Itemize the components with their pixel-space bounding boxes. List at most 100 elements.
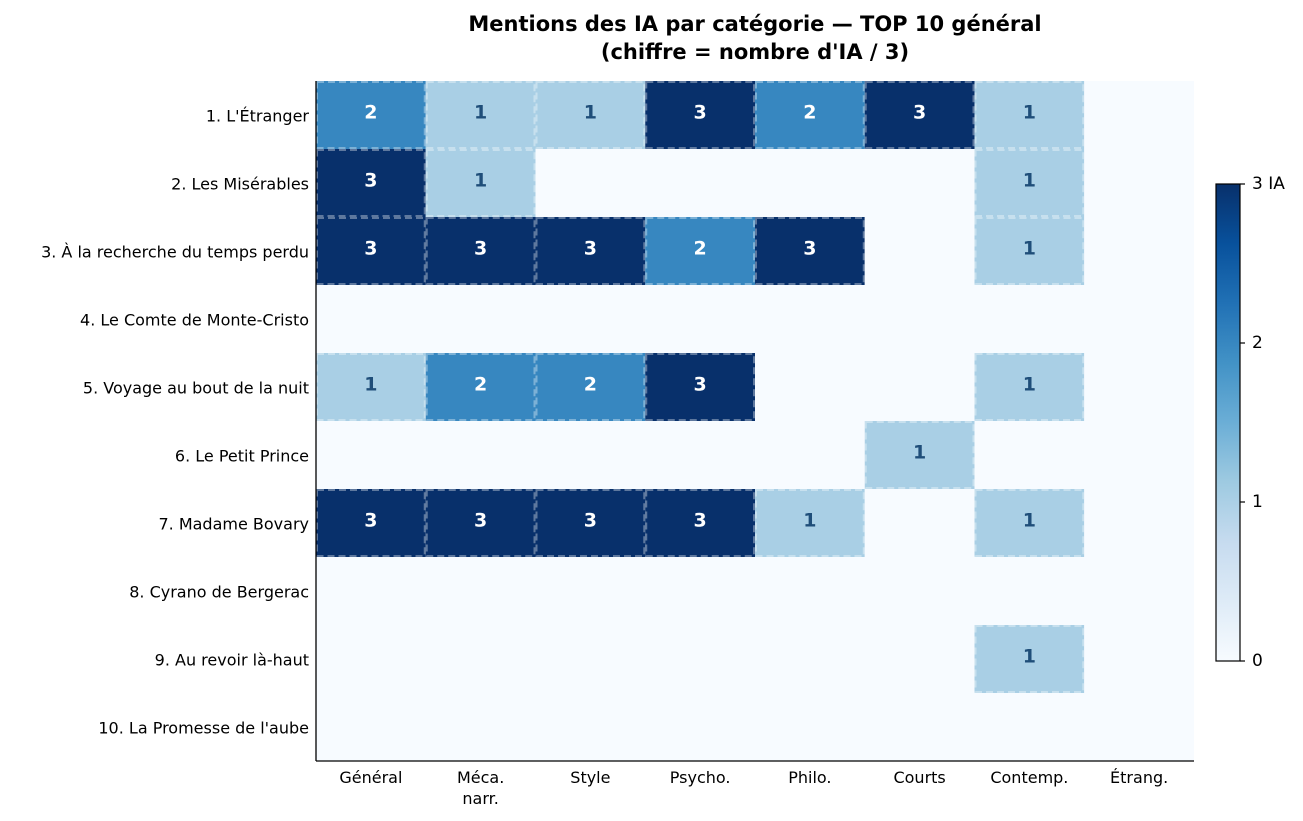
heatmap-cell <box>425 421 536 489</box>
heatmap-cell <box>316 557 426 625</box>
column-label: Méca. <box>457 768 504 787</box>
cell-value-label: 1 <box>1023 102 1036 124</box>
cell-value-label: 1 <box>584 102 597 124</box>
chart-title: Mentions des IA par catégorie — TOP 10 g… <box>468 12 1042 36</box>
heatmap-cell-border <box>425 149 536 217</box>
row-label: 1. L'Étranger <box>206 107 310 126</box>
heatmap-cell <box>316 693 426 761</box>
cell-value-label: 3 <box>364 238 377 260</box>
heatmap-cell-border <box>535 489 646 557</box>
row-label: 9. Au revoir là-haut <box>155 651 309 670</box>
cell-value-label: 2 <box>584 374 597 396</box>
heatmap-cell <box>645 353 755 421</box>
heatmap-cell-border <box>645 353 755 421</box>
heatmap-cell <box>755 353 865 421</box>
column-label: Contemp. <box>990 768 1068 787</box>
row-label: 2. Les Misérables <box>171 175 309 194</box>
heatmap-cell <box>864 625 975 693</box>
cell-value-label: 3 <box>474 238 487 260</box>
heatmap-cell-border <box>755 217 865 285</box>
heatmap-cell <box>1084 285 1194 353</box>
heatmap-cell <box>1084 421 1194 489</box>
colorbar-tick-label: 2 <box>1252 333 1263 353</box>
heatmap-cell-border <box>755 489 865 557</box>
row-label: 8. Cyrano de Bergerac <box>129 583 309 602</box>
heatmap-cell-border <box>316 489 426 557</box>
heatmap-cell <box>316 217 426 285</box>
cell-value-label: 2 <box>474 374 487 396</box>
heatmap-cell <box>645 217 755 285</box>
heatmap-cell <box>974 557 1085 625</box>
cell-value-label: 2 <box>694 238 707 260</box>
column-label: narr. <box>462 789 498 808</box>
heatmap-cell <box>316 81 426 149</box>
row-label: 4. Le Comte de Monte-Cristo <box>80 311 309 330</box>
cell-value-label: 1 <box>1023 510 1036 532</box>
heatmap-cell-border <box>974 625 1085 693</box>
cell-value-label: 1 <box>803 510 816 532</box>
cell-value-label: 3 <box>913 102 926 124</box>
heatmap-cell <box>864 81 975 149</box>
heatmap-cell <box>974 285 1085 353</box>
row-label: 3. À la recherche du temps perdu <box>41 243 309 262</box>
cell-value-label: 3 <box>803 238 816 260</box>
heatmap-cell <box>1084 625 1194 693</box>
heatmap-cell <box>864 693 975 761</box>
heatmap-cell <box>864 557 975 625</box>
colorbar-tick-label: 1 <box>1252 492 1263 512</box>
heatmap-cell-border <box>425 353 536 421</box>
heatmap-cell <box>974 693 1085 761</box>
row-label: 5. Voyage au bout de la nuit <box>83 379 309 398</box>
cell-value-label: 2 <box>364 102 377 124</box>
cell-value-label: 3 <box>364 170 377 192</box>
heatmap-cell <box>425 489 536 557</box>
cell-value-label: 1 <box>1023 374 1036 396</box>
chart-subtitle: (chiffre = nombre d'IA / 3) <box>600 40 910 64</box>
heatmap-cell <box>755 217 865 285</box>
heatmap-cell-border <box>316 149 426 217</box>
heatmap-cell <box>755 149 865 217</box>
cell-value-label: 3 <box>694 374 707 396</box>
heatmap-cell <box>1084 557 1194 625</box>
heatmap-cell <box>864 353 975 421</box>
heatmap-cell <box>645 489 755 557</box>
heatmap-cell <box>425 217 536 285</box>
cell-value-label: 1 <box>364 374 377 396</box>
heatmap-cell-border <box>535 353 646 421</box>
heatmap-cell-border <box>645 489 755 557</box>
heatmap-cell <box>864 285 975 353</box>
column-label: Général <box>339 768 402 787</box>
heatmap-cell <box>535 81 646 149</box>
row-label: 7. Madame Bovary <box>158 515 309 534</box>
cell-value-label: 1 <box>1023 170 1036 192</box>
cell-value-label: 1 <box>1023 646 1036 668</box>
heatmap-cell <box>864 489 975 557</box>
heatmap-cell <box>755 625 865 693</box>
cell-value-label: 3 <box>584 238 597 260</box>
cell-value-label: 1 <box>474 170 487 192</box>
cell-value-label: 3 <box>694 102 707 124</box>
heatmap-cell <box>425 353 536 421</box>
heatmap-cell <box>974 625 1085 693</box>
heatmap-cell-border <box>425 217 536 285</box>
heatmap-cell <box>535 693 646 761</box>
heatmap-cell <box>755 421 865 489</box>
heatmap-cell <box>425 81 536 149</box>
heatmap-cell <box>316 421 426 489</box>
heatmap-cell <box>755 285 865 353</box>
heatmap-cell <box>645 285 755 353</box>
cell-value-label: 1 <box>474 102 487 124</box>
cell-value-label: 3 <box>364 510 377 532</box>
colorbar <box>1215 183 1241 662</box>
heatmap-cell <box>1084 149 1194 217</box>
heatmap-cell <box>425 557 536 625</box>
column-label: Style <box>570 768 610 787</box>
heatmap-cell-border <box>864 81 975 149</box>
heatmap-cell-border <box>974 217 1085 285</box>
cell-value-label: 3 <box>584 510 597 532</box>
heatmap-cell <box>864 217 975 285</box>
heatmap-cell <box>535 489 646 557</box>
heatmap-cell <box>645 557 755 625</box>
heatmap-cell <box>645 625 755 693</box>
